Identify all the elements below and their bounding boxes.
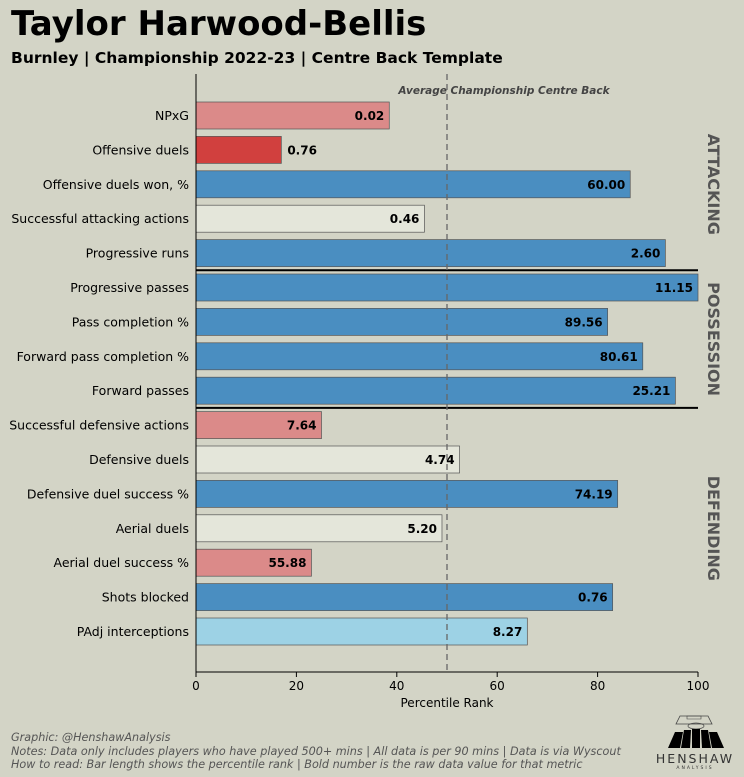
bar-16 bbox=[195, 617, 528, 646]
bar-12 bbox=[195, 480, 619, 508]
value-label-5: 2.60 bbox=[631, 247, 661, 261]
page-subtitle: Burnley | Championship 2022-23 | Centre … bbox=[11, 49, 503, 67]
henshaw-logo: HENSHAW ANALYSIS bbox=[650, 712, 742, 774]
value-label-6: 11.15 bbox=[655, 281, 693, 295]
bar-11 bbox=[195, 445, 460, 474]
bar-4 bbox=[195, 204, 425, 233]
bar-10 bbox=[195, 411, 322, 439]
category-label-7: Pass completion % bbox=[72, 314, 189, 329]
category-label-12: Defensive duel success % bbox=[27, 486, 189, 501]
value-label-10: 7.64 bbox=[287, 419, 317, 433]
value-label-13: 5.20 bbox=[407, 522, 437, 536]
bar-2 bbox=[195, 136, 282, 164]
bar-7 bbox=[195, 308, 608, 336]
value-label-4: 0.46 bbox=[390, 212, 420, 226]
x-tick-label-0: 0 bbox=[192, 679, 200, 693]
category-label-1: NPxG bbox=[155, 108, 189, 123]
bar-9 bbox=[195, 376, 676, 405]
reference-line-label: Average Championship Centre Back bbox=[397, 85, 610, 97]
logo-wordmark: HENSHAW bbox=[655, 751, 735, 766]
stadium-icon bbox=[668, 715, 724, 748]
page-title: Taylor Harwood-Bellis bbox=[11, 4, 427, 44]
category-label-4: Successful attacking actions bbox=[11, 211, 189, 226]
x-tick-label-20: 20 bbox=[289, 679, 304, 693]
value-label-11: 4.74 bbox=[425, 453, 455, 467]
value-label-9: 25.21 bbox=[632, 384, 670, 398]
category-label-10: Successful defensive actions bbox=[9, 418, 189, 433]
bar-3 bbox=[195, 170, 631, 199]
value-label-3: 60.00 bbox=[587, 178, 625, 192]
category-label-5: Progressive runs bbox=[86, 246, 189, 261]
section-label-attacking: ATTACKING bbox=[704, 134, 723, 235]
category-label-15: Shots blocked bbox=[102, 590, 189, 605]
value-label-16: 8.27 bbox=[493, 625, 523, 639]
x-axis-title: Percentile Rank bbox=[401, 696, 494, 710]
value-label-2: 0.76 bbox=[287, 143, 317, 157]
value-label-1: 0.02 bbox=[355, 109, 385, 123]
category-label-9: Forward passes bbox=[92, 383, 189, 398]
footer-how-to-read: How to read: Bar length shows the percen… bbox=[11, 758, 583, 771]
section-label-defending: DEFENDING bbox=[704, 476, 723, 581]
x-tick-label-40: 40 bbox=[389, 679, 404, 693]
category-label-6: Progressive passes bbox=[70, 280, 189, 295]
x-tick-label-80: 80 bbox=[590, 679, 605, 693]
footer: Graphic: @HenshawAnalysis Notes: Data on… bbox=[11, 731, 621, 772]
category-label-16: PAdj interceptions bbox=[77, 624, 189, 639]
category-label-8: Forward pass completion % bbox=[17, 349, 190, 364]
value-label-15: 0.76 bbox=[578, 591, 608, 605]
bar-8 bbox=[195, 342, 644, 371]
bar-14 bbox=[195, 548, 312, 577]
logo-subtext: ANALYSIS bbox=[676, 766, 714, 771]
value-label-12: 74.19 bbox=[575, 487, 613, 501]
bar-13 bbox=[195, 514, 443, 543]
bar-1 bbox=[195, 101, 390, 130]
x-tick-label-60: 60 bbox=[490, 679, 505, 693]
value-label-14: 55.88 bbox=[268, 556, 306, 570]
category-label-2: Offensive duels bbox=[92, 142, 189, 157]
bar-5 bbox=[195, 239, 666, 267]
x-tick-label-100: 100 bbox=[687, 679, 710, 693]
value-label-8: 80.61 bbox=[600, 350, 638, 364]
section-label-possession: POSSESSION bbox=[704, 282, 723, 396]
bar-15 bbox=[195, 583, 614, 611]
category-label-13: Aerial duels bbox=[116, 521, 189, 536]
category-label-14: Aerial duel success % bbox=[54, 555, 190, 570]
value-label-7: 89.56 bbox=[565, 315, 603, 329]
category-label-3: Offensive duels won, % bbox=[43, 177, 189, 192]
category-label-11: Defensive duels bbox=[89, 452, 189, 467]
footer-credit: Graphic: @HenshawAnalysis bbox=[11, 731, 171, 744]
footer-notes: Notes: Data only includes players who ha… bbox=[11, 744, 621, 758]
